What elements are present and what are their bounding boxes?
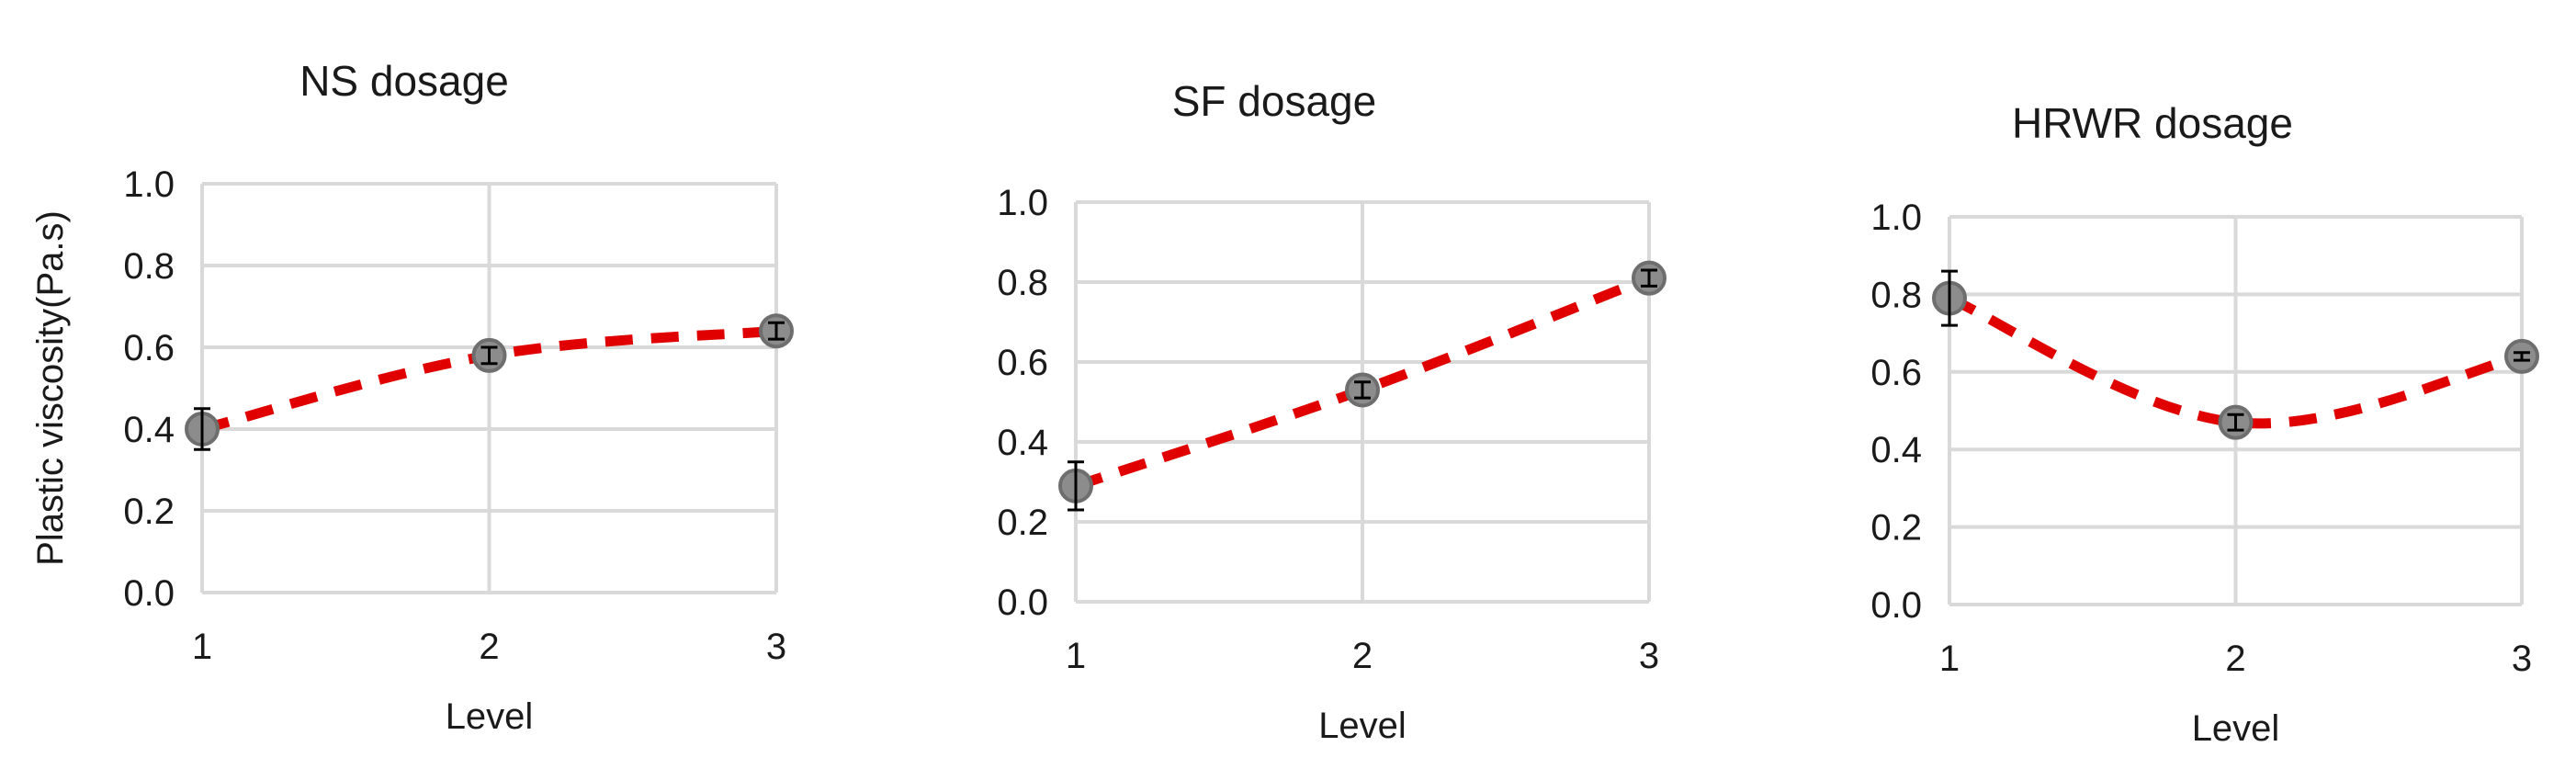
x-tick-label: 1 <box>1066 636 1086 676</box>
x-tick-label: 3 <box>766 627 786 667</box>
y-tick-label: 1.0 <box>997 183 1048 223</box>
error-bar <box>1641 268 1657 288</box>
x-tick-label: 1 <box>192 627 212 667</box>
y-tick-label: 1.0 <box>123 164 175 205</box>
y-tick-label: 0.8 <box>123 246 175 287</box>
chart-title: HRWR dosage <box>2012 99 2293 147</box>
y-tick-label: 0.2 <box>1870 508 1922 548</box>
chart-panel-3: HRWR dosage 0.0 0.2 0.4 0.6 0.8 1.0 1 2 3 Level <box>1870 99 2539 749</box>
y-tick-label: 0.0 <box>997 582 1048 623</box>
y-tick-label: 0.4 <box>1870 430 1922 470</box>
x-axis-label: Level <box>1318 706 1407 746</box>
error-bar <box>1068 460 1084 512</box>
y-tick-label: 0.4 <box>123 410 175 450</box>
error-bar <box>480 345 498 366</box>
x-tick-label: 2 <box>2225 639 2245 679</box>
y-tick-label: 0.2 <box>123 492 175 532</box>
error-bar <box>768 321 785 341</box>
chart-title: NS dosage <box>299 57 509 105</box>
y-tick-label: 0.8 <box>1870 275 1922 315</box>
x-tick-label: 2 <box>1352 636 1373 676</box>
chart-panel-1: NS dosage 0.0 0.2 0.4 0.6 0.8 1.0 1 2 3 Level Plast… <box>30 57 794 737</box>
x-axis-label: Level <box>2192 708 2280 749</box>
y-tick-label: 0.6 <box>1870 353 1922 393</box>
chart-panel-2: SF dosage 0.0 0.2 0.4 0.6 0.8 1.0 1 2 3 Level <box>997 77 1666 746</box>
y-tick-label: 0.6 <box>997 343 1048 383</box>
y-tick-label: 0.2 <box>997 503 1048 543</box>
x-axis-label: Level <box>446 696 534 737</box>
x-tick-label: 3 <box>2512 639 2532 679</box>
x-tick-label: 2 <box>479 627 499 667</box>
error-bar <box>1941 269 1958 327</box>
error-bar <box>1354 380 1371 400</box>
y-tick-label: 0.8 <box>997 263 1048 303</box>
y-tick-label: 0.6 <box>123 328 175 368</box>
y-tick-label: 1.0 <box>1870 198 1922 238</box>
y-tick-label: 0.0 <box>1870 585 1922 626</box>
x-tick-label: 1 <box>1939 639 1960 679</box>
x-tick-label: 3 <box>1639 636 1659 676</box>
y-axis-label: Plastic viscosity(Pa.s) <box>30 210 71 566</box>
error-bar <box>2514 351 2530 362</box>
error-bar <box>194 407 210 451</box>
chart-title: SF dosage <box>1172 77 1376 125</box>
error-bar <box>2227 413 2244 432</box>
y-tick-label: 0.0 <box>123 573 175 614</box>
y-tick-label: 0.4 <box>997 423 1048 463</box>
